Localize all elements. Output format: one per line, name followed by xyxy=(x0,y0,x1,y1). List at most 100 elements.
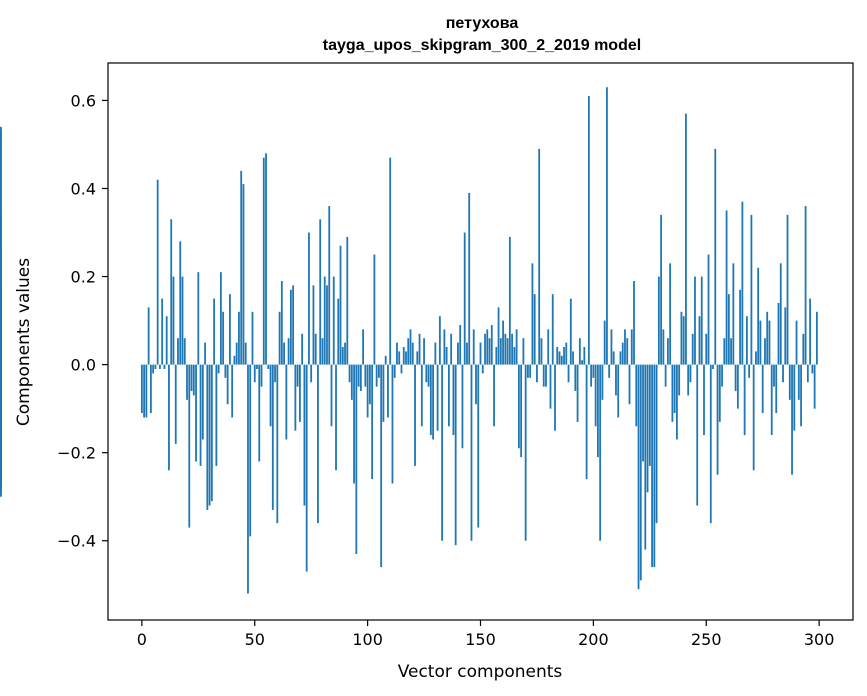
bar-81 xyxy=(323,276,326,365)
bar-290 xyxy=(795,320,798,365)
bar-35 xyxy=(219,272,222,365)
bar-249 xyxy=(703,364,705,436)
bar-250 xyxy=(705,333,708,365)
bar-295 xyxy=(806,364,809,383)
bar-5 xyxy=(152,364,155,374)
bar-105 xyxy=(378,364,380,378)
bar-150 xyxy=(479,342,482,365)
bar-163 xyxy=(508,236,511,365)
bar-31 xyxy=(210,364,213,502)
bar-39 xyxy=(229,294,231,365)
bar-65 xyxy=(287,338,290,365)
bar-240 xyxy=(682,316,685,365)
bar-194 xyxy=(578,338,581,365)
bar-299 xyxy=(815,311,818,365)
bar-201 xyxy=(594,364,597,427)
bar-221 xyxy=(639,364,642,581)
bar-40 xyxy=(231,364,234,418)
bar-143 xyxy=(463,232,466,365)
bar-149 xyxy=(477,364,480,528)
bar-70 xyxy=(298,364,301,422)
bar-265 xyxy=(739,289,742,365)
bar-147 xyxy=(472,329,475,365)
bar-270 xyxy=(750,214,753,365)
bar-117 xyxy=(405,351,407,365)
bar-161 xyxy=(504,333,507,365)
bar-99 xyxy=(364,364,367,387)
bar-38 xyxy=(226,364,229,405)
bar-195 xyxy=(581,360,583,365)
bar-16 xyxy=(177,338,179,365)
bar-119 xyxy=(409,329,412,365)
bar-172 xyxy=(529,364,532,378)
bar-18 xyxy=(181,276,184,365)
bar-98 xyxy=(362,329,365,365)
bar-282 xyxy=(777,302,780,365)
bar-152 xyxy=(484,333,486,365)
bar-205 xyxy=(603,320,606,365)
bar-127 xyxy=(427,364,430,387)
bar-102 xyxy=(371,364,374,480)
bar-264 xyxy=(736,364,739,409)
bar-218 xyxy=(633,280,635,365)
bar-258 xyxy=(723,338,726,365)
bar-62 xyxy=(280,280,283,365)
bar-245 xyxy=(694,276,696,365)
bar-293 xyxy=(802,333,805,365)
bar-75 xyxy=(310,364,313,383)
bar-7 xyxy=(156,179,159,365)
bar-281 xyxy=(775,364,778,414)
bar-255 xyxy=(716,364,719,475)
bar-169 xyxy=(522,338,525,365)
x-tick-label: 0 xyxy=(137,630,147,649)
bar-15 xyxy=(174,364,177,444)
bar-93 xyxy=(350,364,353,400)
bar-57 xyxy=(269,364,272,427)
bar-225 xyxy=(648,364,651,466)
bar-179 xyxy=(545,364,547,387)
bar-153 xyxy=(486,329,489,365)
bar-22 xyxy=(190,364,193,392)
bar-222 xyxy=(642,364,644,462)
bar-168 xyxy=(520,364,523,458)
bar-211 xyxy=(617,364,620,418)
bar-220 xyxy=(637,364,640,590)
bar-115 xyxy=(400,364,403,374)
bar-123 xyxy=(418,333,421,365)
bar-157 xyxy=(495,347,498,365)
bar-296 xyxy=(809,298,812,365)
bar-138 xyxy=(452,364,455,436)
bar-107 xyxy=(382,364,385,422)
bar-89 xyxy=(341,347,344,365)
bar-288 xyxy=(791,364,793,475)
bar-259 xyxy=(725,210,728,365)
bar-10 xyxy=(163,364,166,370)
bar-undefined xyxy=(0,364,2,484)
bar-19 xyxy=(183,338,186,365)
bar-165 xyxy=(513,347,516,365)
bar-217 xyxy=(630,329,633,365)
bar-146 xyxy=(470,364,473,541)
bar-71 xyxy=(301,333,304,365)
bar-104 xyxy=(375,364,378,387)
bar-74 xyxy=(308,232,310,365)
bar-207 xyxy=(608,364,611,378)
bar-60 xyxy=(276,364,279,524)
chart-subtitle: tayga_upos_skipgram_300_2_2019 model xyxy=(323,37,641,54)
bar-286 xyxy=(786,214,789,365)
bar-101 xyxy=(368,364,371,405)
bar-285 xyxy=(784,307,787,365)
bar-167 xyxy=(517,364,520,449)
bar-108 xyxy=(384,355,387,365)
bar-279 xyxy=(770,364,773,436)
bar-164 xyxy=(511,333,514,365)
bar-59 xyxy=(274,364,276,383)
bar-2 xyxy=(145,364,148,418)
bar-231 xyxy=(662,329,665,365)
bar-23 xyxy=(192,364,195,396)
bar-160 xyxy=(502,320,504,365)
bar-142 xyxy=(461,364,464,449)
bar-97 xyxy=(359,364,362,392)
bar-130 xyxy=(434,342,437,365)
